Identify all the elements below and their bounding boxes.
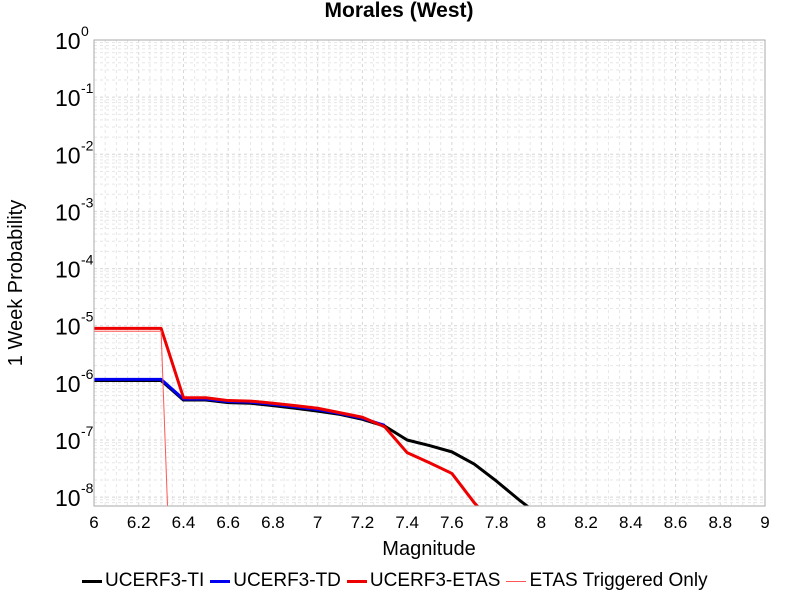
y-axis-label: 1 Week Probability bbox=[5, 200, 27, 366]
y-tick-label: 10 -8 bbox=[55, 480, 94, 511]
series-line-etas-triggered-only bbox=[94, 330, 169, 506]
y-tick-exponent: -7 bbox=[81, 423, 94, 439]
y-tick-label: 10 -7 bbox=[55, 423, 94, 454]
x-tick-label: 7 bbox=[313, 513, 322, 532]
legend-swatch-ucerf3-ti bbox=[82, 579, 102, 583]
y-tick-label: 10 -1 bbox=[55, 80, 94, 111]
x-tick-label: 6.2 bbox=[127, 513, 151, 532]
y-tick-label: 10 -6 bbox=[55, 366, 94, 397]
legend-label: UCERF3-TI bbox=[105, 570, 205, 591]
x-tick-label: 7.2 bbox=[351, 513, 375, 532]
legend-swatch-etas-triggered-only bbox=[506, 580, 527, 582]
y-tick-exponent: -1 bbox=[81, 80, 94, 96]
y-tick-exponent: -2 bbox=[81, 137, 94, 153]
x-tick-label: 8.2 bbox=[574, 513, 598, 532]
x-tick-label: 7.4 bbox=[395, 513, 419, 532]
x-tick-label: 6.4 bbox=[172, 513, 196, 532]
grid bbox=[93, 39, 766, 507]
y-tick-exponent: 0 bbox=[81, 23, 89, 39]
y-tick-base: 10 bbox=[55, 199, 81, 225]
chart-title: Morales (West) bbox=[325, 0, 474, 22]
x-tick-label: 8.4 bbox=[619, 513, 643, 532]
y-tick-base: 10 bbox=[55, 485, 81, 511]
y-tick-exponent: -6 bbox=[81, 366, 94, 382]
x-axis-ticks: 6 6.2 6.4 6.6 6.8 7 7.2 7.4 7.6 7.8 8 8.2 8.4 8.6 8.8 9 bbox=[89, 513, 769, 532]
y-tick-exponent: -3 bbox=[81, 194, 94, 210]
y-tick-base: 10 bbox=[55, 428, 81, 454]
y-tick-base: 10 bbox=[55, 85, 81, 111]
y-tick-exponent: -8 bbox=[81, 480, 94, 496]
y-tick-base: 10 bbox=[55, 371, 81, 397]
legend-label: UCERF3-TD bbox=[233, 570, 341, 591]
y-tick-label: 10 0 bbox=[55, 23, 89, 54]
y-tick-base: 10 bbox=[55, 142, 81, 168]
y-tick-base: 10 bbox=[55, 257, 81, 283]
legend-label: UCERF3-ETAS bbox=[369, 570, 501, 591]
y-tick-label: 10 -5 bbox=[55, 309, 94, 340]
legend-label: ETAS Triggered Only bbox=[529, 570, 708, 591]
legend: UCERF3-TI UCERF3-TD UCERF3-ETAS ETAS Tri… bbox=[82, 569, 708, 593]
legend-item: UCERF3-TI bbox=[82, 570, 204, 592]
y-tick-base: 10 bbox=[55, 314, 81, 340]
legend-item: UCERF3-TD bbox=[210, 570, 341, 592]
y-tick-base: 10 bbox=[55, 28, 81, 54]
y-tick-label: 10 -3 bbox=[55, 194, 94, 225]
x-tick-label: 8.8 bbox=[708, 513, 732, 532]
legend-item: UCERF3-ETAS bbox=[346, 570, 501, 592]
x-tick-label: 9 bbox=[760, 513, 769, 532]
x-tick-label: 8.6 bbox=[664, 513, 688, 532]
plot-frame bbox=[93, 39, 766, 507]
legend-swatch-ucerf3-td bbox=[210, 579, 231, 583]
y-tick-exponent: -4 bbox=[81, 252, 94, 268]
x-axis-label: Magnitude bbox=[382, 538, 475, 560]
series-layer bbox=[94, 326, 530, 506]
x-tick-label: 8 bbox=[537, 513, 546, 532]
y-tick-exponent: -5 bbox=[81, 309, 94, 325]
y-tick-label: 10 -2 bbox=[55, 137, 94, 168]
legend-item: ETAS Triggered Only bbox=[506, 570, 708, 592]
y-tick-label: 10 -4 bbox=[55, 252, 94, 283]
x-tick-label: 6 bbox=[89, 513, 98, 532]
legend-swatch-ucerf3-etas bbox=[346, 579, 367, 583]
x-tick-label: 7.8 bbox=[485, 513, 509, 532]
x-tick-label: 6.8 bbox=[261, 513, 285, 532]
series-line-ucerf3-etas bbox=[94, 326, 480, 506]
x-tick-label: 6.6 bbox=[216, 513, 240, 532]
x-tick-label: 7.6 bbox=[440, 513, 464, 532]
